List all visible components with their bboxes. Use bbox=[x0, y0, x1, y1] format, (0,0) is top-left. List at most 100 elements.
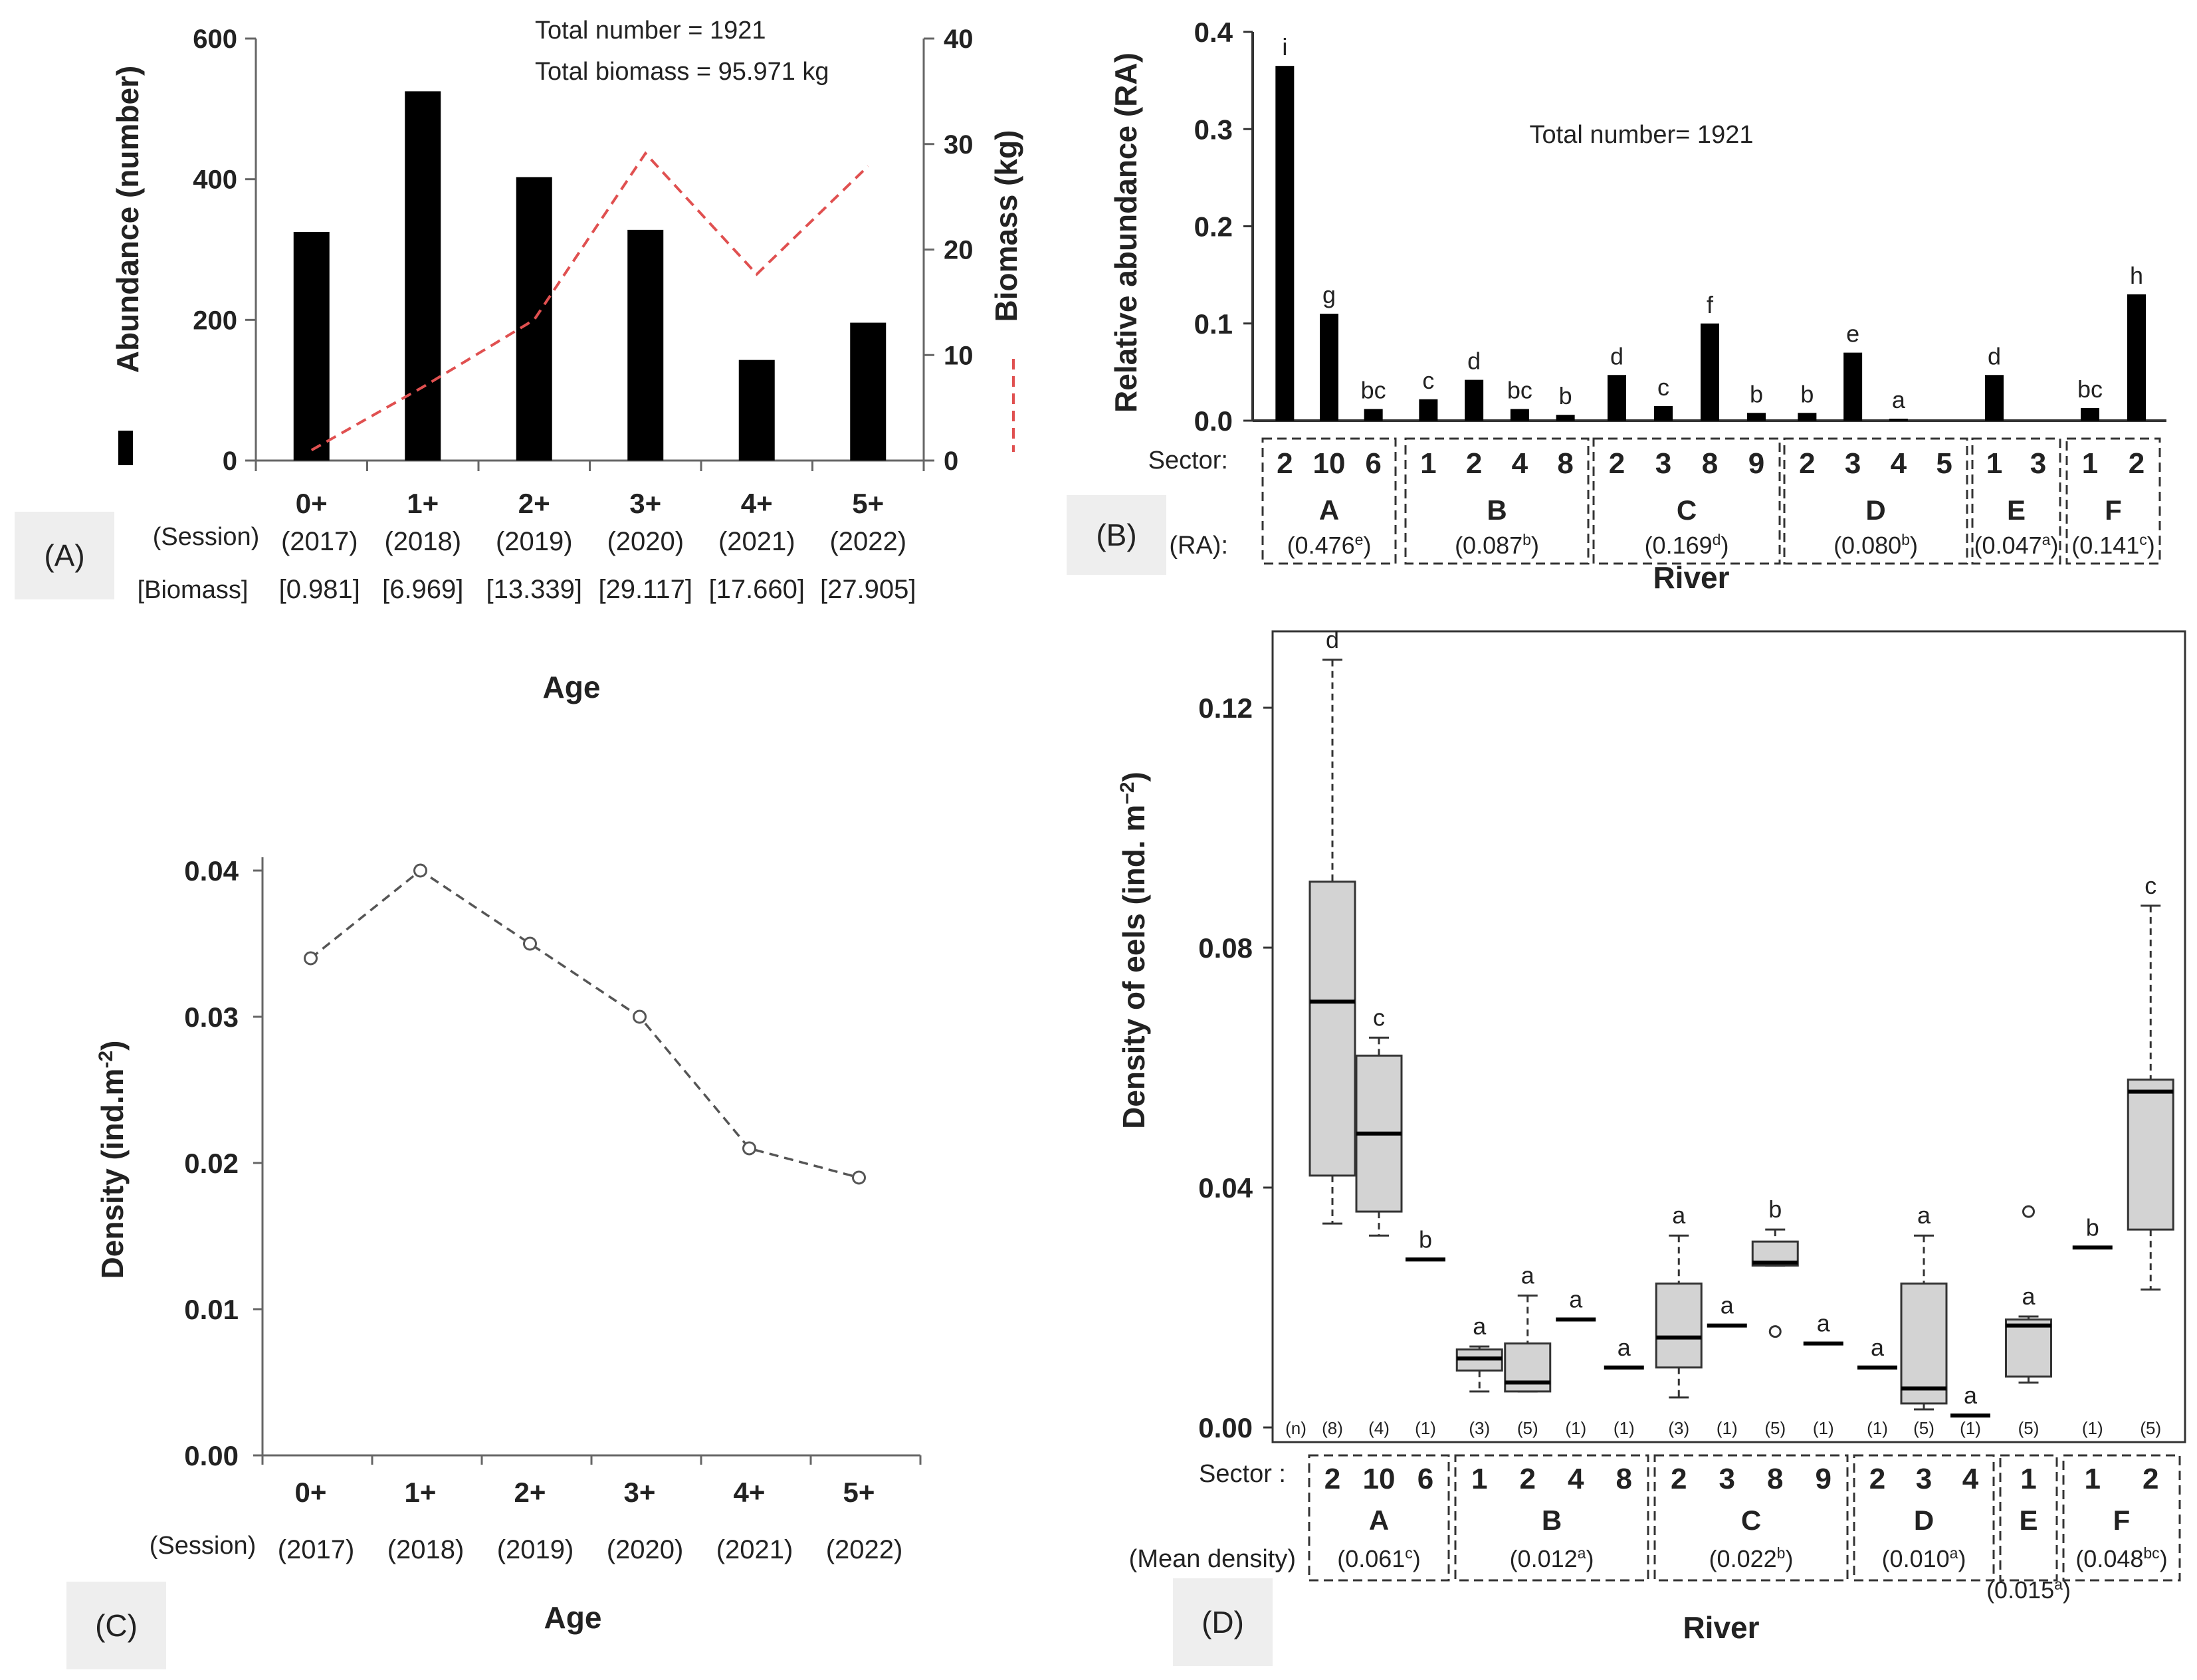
a-biomass-value: [29.117] bbox=[598, 575, 692, 604]
d-n-value: (1) bbox=[1415, 1418, 1436, 1438]
panel-label-c-bg bbox=[66, 1582, 166, 1669]
d-river-box-F bbox=[2062, 1454, 2181, 1582]
b-bar-F1 bbox=[2081, 407, 2099, 421]
a-ytick-label: 400 bbox=[193, 165, 237, 195]
d-sector-tick: 4 bbox=[1962, 1463, 1979, 1495]
d-n-value: (1) bbox=[1960, 1418, 1981, 1438]
b-letter: bc bbox=[2077, 375, 2103, 403]
a-session: (2020) bbox=[607, 527, 684, 556]
d-xlabel: River bbox=[1683, 1610, 1759, 1645]
b-letter: b bbox=[1559, 382, 1572, 409]
d-river-mean: (0.015a) bbox=[1986, 1576, 2071, 1604]
b-bar-A10 bbox=[1320, 314, 1338, 421]
d-plot-frame bbox=[1271, 630, 2186, 1443]
d-box-E1 bbox=[2005, 1318, 2052, 1378]
a-biomass-value: [27.905] bbox=[820, 575, 916, 604]
b-letter: h bbox=[2130, 262, 2143, 289]
a-ytick-label: 200 bbox=[193, 306, 237, 335]
b-bar-A2 bbox=[1275, 66, 1295, 421]
a-y2label: Biomass (kg) bbox=[989, 130, 1023, 322]
b-sector-tick: 2 bbox=[2129, 447, 2145, 480]
b-letter: f bbox=[1707, 291, 1714, 318]
b-sector-tick: 3 bbox=[1655, 447, 1671, 480]
b-bar-B4 bbox=[1510, 409, 1529, 421]
b-bar-B8 bbox=[1556, 415, 1575, 421]
d-n-value: (1) bbox=[1614, 1418, 1635, 1438]
d-letter: a bbox=[1569, 1286, 1583, 1313]
d-sector-tick: 6 bbox=[1417, 1463, 1433, 1495]
d-river-name: C bbox=[1741, 1505, 1761, 1536]
a-xlabel: Age bbox=[543, 670, 601, 704]
b-letter: d bbox=[1610, 342, 1623, 369]
b-sector-tick: 3 bbox=[2030, 447, 2046, 480]
a-ytick-label: 0 bbox=[223, 447, 237, 476]
d-box-F2 bbox=[2127, 1079, 2174, 1231]
d-sector-tick: 3 bbox=[1719, 1463, 1735, 1495]
panel-label-c: (C) bbox=[95, 1608, 138, 1643]
d-n-value: (1) bbox=[1813, 1418, 1834, 1438]
d-n-label: (n) bbox=[1285, 1418, 1307, 1438]
c-density-point-4+ bbox=[742, 1141, 756, 1156]
d-letter: a bbox=[2022, 1283, 2036, 1310]
a-xtick-label: 1+ bbox=[407, 488, 439, 519]
d-n-value: (5) bbox=[1764, 1418, 1786, 1438]
b-river-box-D bbox=[1783, 437, 1968, 565]
c-density-point-0+ bbox=[304, 951, 318, 966]
d-sector-tick: 2 bbox=[1671, 1463, 1687, 1495]
b-river-name: D bbox=[1865, 494, 1885, 526]
d-mean-label: (Mean density) bbox=[1129, 1545, 1296, 1573]
b-bar-C9 bbox=[1747, 413, 1766, 421]
d-letter: b bbox=[1768, 1196, 1782, 1223]
d-river-name: D bbox=[1914, 1505, 1934, 1536]
b-sector-tick: 2 bbox=[1466, 447, 1482, 480]
c-density-point-3+ bbox=[633, 1009, 647, 1024]
c-xtick-label: 5+ bbox=[843, 1477, 875, 1508]
d-river-mean: (0.022b) bbox=[1709, 1544, 1794, 1572]
b-sector-tick: 2 bbox=[1609, 447, 1625, 480]
d-sector-tick: 3 bbox=[1916, 1463, 1932, 1495]
b-river-name: A bbox=[1319, 494, 1339, 526]
panel-label-b: (B) bbox=[1096, 518, 1136, 552]
b-sector-label: Sector: bbox=[1148, 447, 1228, 474]
a-session-label: (Session) bbox=[153, 523, 260, 551]
c-ytick-label: 0.03 bbox=[184, 1001, 239, 1033]
d-river-name: F bbox=[2113, 1505, 2131, 1536]
b-xlabel: River bbox=[1653, 560, 1729, 595]
b-river-ra: (0.141c) bbox=[2071, 531, 2155, 559]
d-sector-tick: 1 bbox=[1471, 1463, 1487, 1495]
a-bar-2+ bbox=[516, 177, 552, 461]
b-sector-tick: 5 bbox=[1936, 447, 1952, 480]
b-sector-tick: 1 bbox=[1986, 447, 2002, 480]
d-letter: a bbox=[1871, 1334, 1885, 1361]
d-box-C2 bbox=[1655, 1282, 1703, 1369]
b-sector-tick: 2 bbox=[1799, 447, 1815, 480]
a-xtick-label: 2+ bbox=[518, 488, 550, 519]
d-sector-tick: 10 bbox=[1363, 1463, 1396, 1495]
d-sector-tick: 1 bbox=[2020, 1463, 2036, 1495]
b-letter: a bbox=[1892, 386, 1906, 413]
c-xtick-label: 0+ bbox=[295, 1477, 327, 1508]
b-sector-tick: 1 bbox=[1420, 447, 1436, 480]
d-river-mean: (0.048bc) bbox=[2075, 1544, 2167, 1572]
a-biomass-value: [13.339] bbox=[486, 575, 582, 604]
b-letter: c bbox=[1422, 367, 1434, 394]
b-letter: i bbox=[1282, 33, 1287, 60]
d-n-value: (3) bbox=[1469, 1418, 1490, 1438]
a-bar-1+ bbox=[405, 91, 441, 461]
d-n-value: (5) bbox=[2018, 1418, 2040, 1438]
b-sector-tick: 1 bbox=[2082, 447, 2098, 480]
b-sector-tick: 9 bbox=[1748, 447, 1764, 480]
a-ylabel: Abundance (number) bbox=[110, 66, 145, 373]
d-sector-tick: 2 bbox=[2143, 1463, 2158, 1495]
b-sector-tick: 8 bbox=[1557, 447, 1573, 480]
a-xtick-label: 4+ bbox=[741, 488, 773, 519]
d-letter: a bbox=[1473, 1312, 1487, 1340]
b-bar-C8 bbox=[1701, 323, 1719, 421]
d-sector-tick: 2 bbox=[1324, 1463, 1340, 1495]
panel-label-a-bg bbox=[15, 512, 114, 599]
d-ylabel: Density of eels (ind. m−2) bbox=[1116, 772, 1152, 1129]
b-bar-C2 bbox=[1608, 375, 1626, 421]
b-river-name: B bbox=[1487, 494, 1507, 526]
b-bar-D3 bbox=[1843, 352, 1863, 421]
